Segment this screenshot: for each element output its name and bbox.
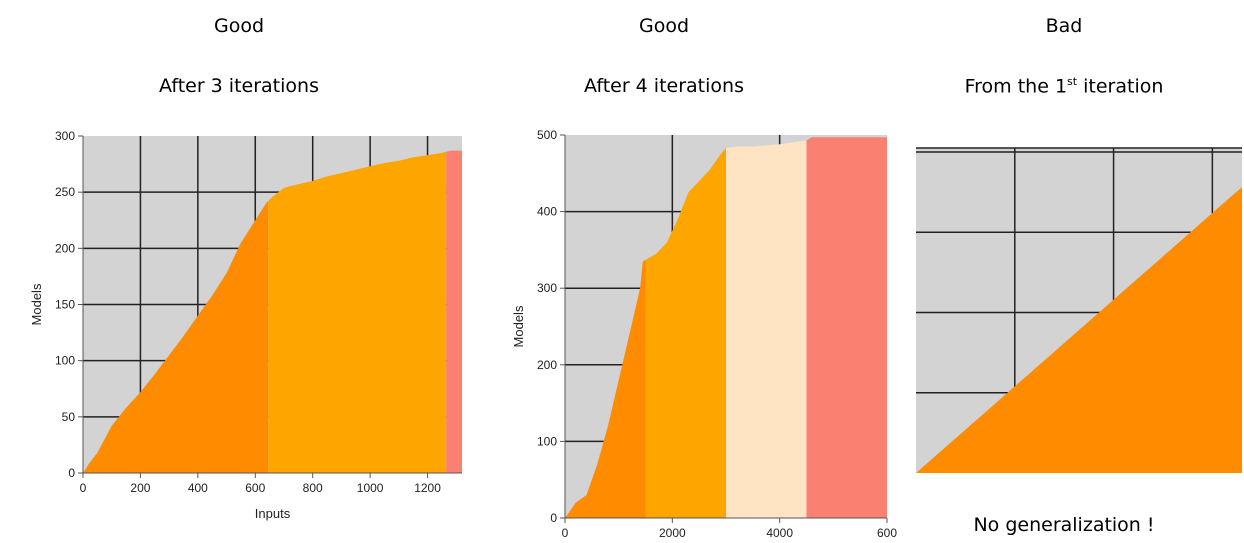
chart-1-y-tick-label: 250	[55, 185, 75, 199]
chart3-subtitle: From the 1st iteration	[884, 75, 1244, 97]
chart-1-y-tick-label: 300	[55, 129, 75, 143]
chart-2-x-tick-label: 2000	[659, 526, 686, 540]
chart-2-y-axis-label: Models	[511, 305, 526, 347]
chart-1-x-tick-label: 600	[245, 481, 265, 495]
chart-2-x-tick-label: 0	[562, 526, 569, 540]
chart-2-y-tick-label: 300	[537, 281, 557, 295]
chart-3	[916, 147, 1242, 473]
chart2-verdict: Good	[638, 15, 690, 37]
chart-2-area-segment-2	[645, 148, 726, 518]
chart-2-y-tick-label: 0	[550, 511, 557, 525]
chart-2-x-tick-label: 4000	[766, 526, 793, 540]
chart-1: 0 50 100 150 200 250 300 0 200 400 600 800 1000 1200 I…	[29, 129, 462, 521]
chart-2-y-tick-label: 200	[537, 358, 557, 372]
chart1-subtitle: After 3 iterations	[159, 75, 319, 97]
chart-3-area-segment-1	[916, 187, 1242, 473]
chart-2-y-tick-label: 100	[537, 434, 557, 448]
chart-2: 0 100 200 300 400 500 0 2000 4000 600 Models	[511, 128, 897, 540]
chart3-subtitle-pre: From the 1	[964, 75, 1068, 98]
chart-2-area-segment-1	[565, 259, 646, 518]
chart-1-y-axis-label: Models	[29, 283, 44, 325]
chart3-verdict: Bad	[1045, 15, 1083, 37]
chart-2-x-tick-label: 600	[877, 526, 897, 540]
chart3-subtitle-sup: st	[1067, 75, 1078, 88]
chart2-subtitle: After 4 iterations	[584, 75, 744, 97]
chart-1-y-tick-label: 0	[68, 466, 75, 480]
chart-2-area-segment-3	[726, 140, 807, 518]
chart-1-x-tick-label: 200	[130, 481, 150, 495]
chart-1-y-tick-label: 100	[55, 354, 75, 368]
chart-2-y-tick-label: 500	[537, 128, 557, 142]
chart-1-x-tick-label: 0	[80, 481, 87, 495]
chart-2-area-segment-4	[806, 137, 887, 519]
chart-1-y-tick-label: 150	[55, 298, 75, 312]
chart-1-area-segment-3	[446, 150, 462, 473]
chart-1-x-tick-label: 1200	[414, 481, 441, 495]
chart-1-x-axis-label: Inputs	[255, 506, 291, 521]
chart3-subtitle-post: iteration	[1077, 75, 1164, 98]
chart-1-area-segment-1	[83, 200, 269, 473]
chart-1-y-tick-label: 200	[55, 241, 75, 255]
chart-1-x-tick-label: 800	[303, 481, 323, 495]
chart-1-area-segment-2	[268, 151, 447, 473]
chart1-verdict: Good	[213, 15, 265, 37]
chart-1-y-tick-label: 50	[62, 410, 76, 424]
chart-2-y-tick-label: 400	[537, 205, 557, 219]
chart-1-x-tick-label: 1000	[357, 481, 384, 495]
footnote: No generalization !	[973, 514, 1155, 536]
chart-1-x-tick-label: 400	[188, 481, 208, 495]
